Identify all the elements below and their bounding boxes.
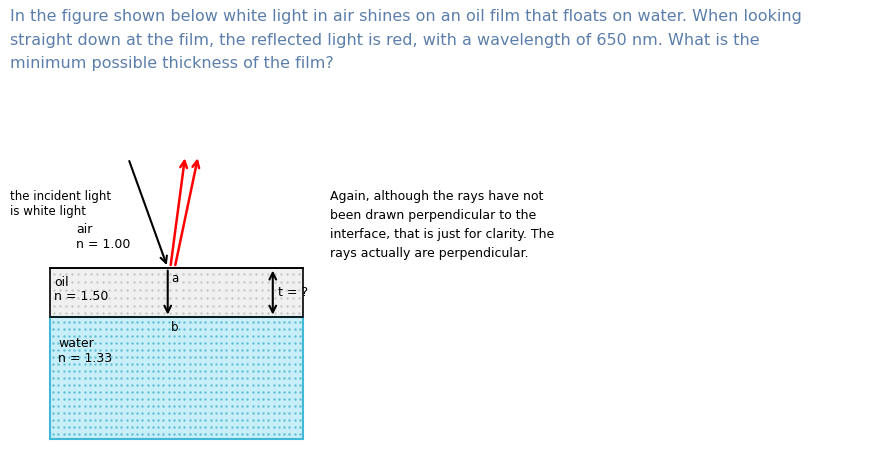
Text: In the figure shown below white light in air shines on an oil film that floats o: In the figure shown below white light in… (10, 10, 802, 71)
Text: t = ?: t = ? (278, 286, 308, 299)
Text: n = 1.33: n = 1.33 (58, 352, 112, 365)
Text: air: air (76, 223, 92, 236)
Text: n = 1.00: n = 1.00 (76, 238, 130, 251)
Text: oil: oil (54, 276, 69, 289)
Bar (50, 317, 303, 439)
Text: b: b (171, 321, 178, 335)
Text: Again, although the rays have not
been drawn perpendicular to the
interface, tha: Again, although the rays have not been d… (330, 190, 554, 260)
Bar (50, 317, 303, 439)
Text: water: water (58, 337, 94, 350)
Text: the incident light
is white light: the incident light is white light (10, 190, 112, 218)
Bar (50, 268, 303, 439)
Bar (50, 268, 303, 317)
Text: n = 1.50: n = 1.50 (54, 290, 108, 303)
Text: a: a (171, 272, 178, 285)
